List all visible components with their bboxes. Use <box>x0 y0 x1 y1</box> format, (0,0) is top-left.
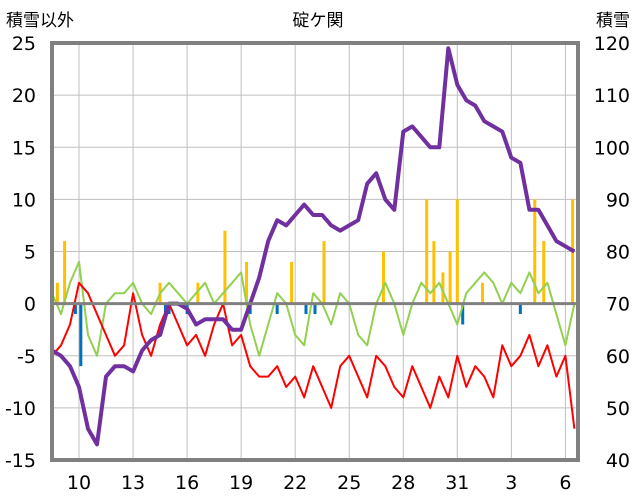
right-y-tick-labels: 120 110 100 90 80 70 60 50 40 <box>594 33 630 472</box>
right-tick-label: 80 <box>606 242 630 264</box>
precip-bar <box>542 241 546 304</box>
chart-title: 碇ケ関 <box>293 11 344 31</box>
left-tick-label: -10 <box>5 398 36 420</box>
x-tick-label: 28 <box>391 472 415 494</box>
precip-bar <box>322 241 326 304</box>
right-tick-label: 60 <box>606 346 630 368</box>
snow_change-bar <box>163 303 167 315</box>
precip-bar <box>481 282 485 304</box>
left-tick-label: 25 <box>12 33 36 55</box>
max_temp-line <box>51 260 576 357</box>
left-tick-label: -15 <box>5 450 36 472</box>
grid-lines <box>52 42 578 461</box>
x-tick-labels: 10 13 16 19 22 25 28 31 3 6 <box>67 472 572 494</box>
snow_change-bar <box>461 303 465 325</box>
precip-bar <box>448 251 452 304</box>
left-tick-label: 0 <box>24 294 36 316</box>
precip-bar <box>63 241 67 304</box>
right-tick-label: 110 <box>594 85 630 107</box>
snow_change-bar <box>275 303 279 315</box>
x-tick-label: 6 <box>559 472 571 494</box>
left-tick-label: 10 <box>12 189 36 211</box>
precip-bar <box>245 261 249 304</box>
precip-bar <box>432 241 436 304</box>
precip-bar <box>381 251 385 304</box>
snow_change-bar <box>518 303 522 315</box>
x-tick-label: 3 <box>505 472 517 494</box>
x-tick-label: 25 <box>337 472 361 494</box>
precip-bar <box>55 282 59 304</box>
line-series <box>50 46 576 447</box>
precip-bar <box>533 199 537 304</box>
snow_change-bar <box>304 303 308 315</box>
precip-bar <box>196 282 200 304</box>
left-tick-label: 15 <box>12 137 36 159</box>
right-tick-label: 90 <box>606 189 630 211</box>
right-tick-label: 70 <box>606 294 630 316</box>
right-tick-label: 100 <box>594 137 630 159</box>
x-tick-label: 16 <box>175 472 199 494</box>
x-tick-label: 31 <box>445 472 469 494</box>
precip-bar <box>455 199 459 304</box>
snow_change-bar <box>73 303 77 315</box>
precip-bar <box>441 272 445 304</box>
left-tick-label: -5 <box>17 346 36 368</box>
left-y-tick-labels: 25 20 15 10 5 0 -5 -10 -15 <box>5 33 36 472</box>
left-tick-label: 20 <box>12 85 36 107</box>
right-axis-title: 積雪 <box>596 11 630 31</box>
snow_change-bar <box>79 303 83 367</box>
plot-frame <box>50 41 580 462</box>
left-axis-title: 積雪以外 <box>6 11 74 31</box>
right-tick-label: 50 <box>606 398 630 420</box>
x-tick-label: 22 <box>283 472 307 494</box>
right-tick-label: 120 <box>594 33 630 55</box>
precip-bar <box>290 261 294 304</box>
x-tick-label: 13 <box>121 472 145 494</box>
snow_change-bar <box>313 303 317 315</box>
x-tick-label: 10 <box>67 472 91 494</box>
x-tick-label: 19 <box>229 472 253 494</box>
precip-bar <box>425 199 429 304</box>
precip-bar <box>223 230 227 304</box>
right-tick-label: 40 <box>606 450 630 472</box>
left-tick-label: 5 <box>24 242 36 264</box>
snow_depth-line <box>50 46 576 447</box>
min_temp-line <box>51 281 576 429</box>
